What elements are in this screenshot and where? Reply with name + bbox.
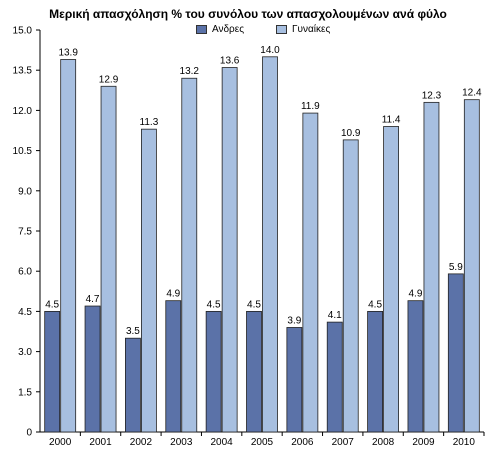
y-tick-label: 3.0 bbox=[18, 347, 32, 358]
bar-women bbox=[221, 67, 238, 433]
bar-men bbox=[286, 327, 303, 433]
x-tick-label: 2008 bbox=[372, 437, 395, 448]
bar-women bbox=[423, 101, 440, 433]
chart-title: Μερική απασχόληση % του συνόλου των απασ… bbox=[49, 7, 447, 21]
bar-women bbox=[181, 77, 198, 433]
x-tick-label: 2010 bbox=[453, 437, 476, 448]
y-tick-label: 0 bbox=[26, 428, 32, 439]
x-tick-label: 2006 bbox=[291, 437, 314, 448]
data-label-women: 10.9 bbox=[341, 128, 361, 139]
data-label-men: 3.5 bbox=[126, 326, 140, 337]
data-label-men: 4.5 bbox=[368, 299, 382, 310]
x-tick-label: 2004 bbox=[211, 437, 234, 448]
bar-men bbox=[246, 310, 262, 433]
y-tick-label: 4.5 bbox=[18, 307, 32, 318]
y-tick-label: 6.0 bbox=[18, 267, 32, 278]
y-tick-label: 7.5 bbox=[18, 227, 32, 238]
bar-men bbox=[84, 305, 101, 433]
data-label-women: 11.4 bbox=[382, 114, 401, 125]
bar-women bbox=[342, 139, 359, 433]
bar-women bbox=[100, 85, 117, 433]
data-label-women: 13.9 bbox=[58, 47, 78, 58]
y-tick-label: 10.5 bbox=[13, 146, 33, 157]
bar-women bbox=[463, 99, 480, 433]
legend-item-men: Ανδρες bbox=[196, 24, 244, 35]
data-label-women: 14.0 bbox=[260, 45, 280, 56]
data-label-women: 11.9 bbox=[301, 101, 320, 112]
bar-men bbox=[165, 300, 182, 433]
data-label-men: 4.1 bbox=[328, 310, 342, 321]
data-label-women: 12.9 bbox=[99, 74, 119, 85]
data-label-women: 12.4 bbox=[462, 88, 482, 99]
bar-women bbox=[302, 112, 319, 433]
bar-women bbox=[262, 56, 278, 433]
x-tick-label: 2000 bbox=[49, 437, 72, 448]
data-label-men: 3.9 bbox=[287, 315, 301, 326]
data-label-men: 4.5 bbox=[247, 299, 261, 310]
data-label-women: 12.3 bbox=[422, 90, 442, 101]
x-tick-label: 2009 bbox=[412, 437, 435, 448]
y-tick-label: 12.0 bbox=[13, 106, 33, 117]
data-label-men: 4.7 bbox=[86, 294, 100, 305]
bar-men bbox=[326, 321, 343, 433]
y-tick-label: 15.0 bbox=[13, 26, 33, 37]
legend-swatch-women bbox=[276, 25, 287, 34]
data-label-men: 4.5 bbox=[45, 299, 59, 310]
legend-label-men: Ανδρες bbox=[212, 24, 245, 35]
data-label-women: 11.3 bbox=[140, 117, 159, 128]
bar-women bbox=[141, 128, 157, 433]
x-tick-label: 2002 bbox=[130, 437, 153, 448]
data-label-women: 13.6 bbox=[220, 56, 240, 67]
y-tick-label: 13.5 bbox=[13, 66, 33, 77]
data-label-men: 4.5 bbox=[207, 299, 221, 310]
bar-men bbox=[447, 273, 464, 433]
legend-label-women: Γυναίκες bbox=[292, 24, 331, 35]
y-tick-label: 1.5 bbox=[18, 387, 32, 398]
bar-men bbox=[407, 300, 424, 433]
x-tick-label: 2003 bbox=[170, 437, 193, 448]
data-label-men: 4.9 bbox=[166, 289, 180, 300]
bar-men bbox=[125, 337, 141, 433]
bar-men bbox=[367, 310, 383, 433]
x-tick-label: 2001 bbox=[89, 437, 112, 448]
legend-swatch-men bbox=[196, 25, 207, 34]
legend-item-women: Γυναίκες bbox=[276, 24, 330, 35]
bar-women bbox=[60, 59, 77, 433]
bar-women bbox=[383, 126, 399, 433]
x-tick-label: 2005 bbox=[251, 437, 274, 448]
y-tick-label: 9.0 bbox=[18, 186, 32, 197]
data-label-women: 13.2 bbox=[180, 66, 200, 77]
data-label-men: 4.9 bbox=[409, 289, 423, 300]
bar-men bbox=[205, 310, 222, 433]
x-tick-label: 2007 bbox=[332, 437, 355, 448]
data-label-men: 5.9 bbox=[449, 262, 463, 273]
bar-men bbox=[44, 310, 61, 433]
